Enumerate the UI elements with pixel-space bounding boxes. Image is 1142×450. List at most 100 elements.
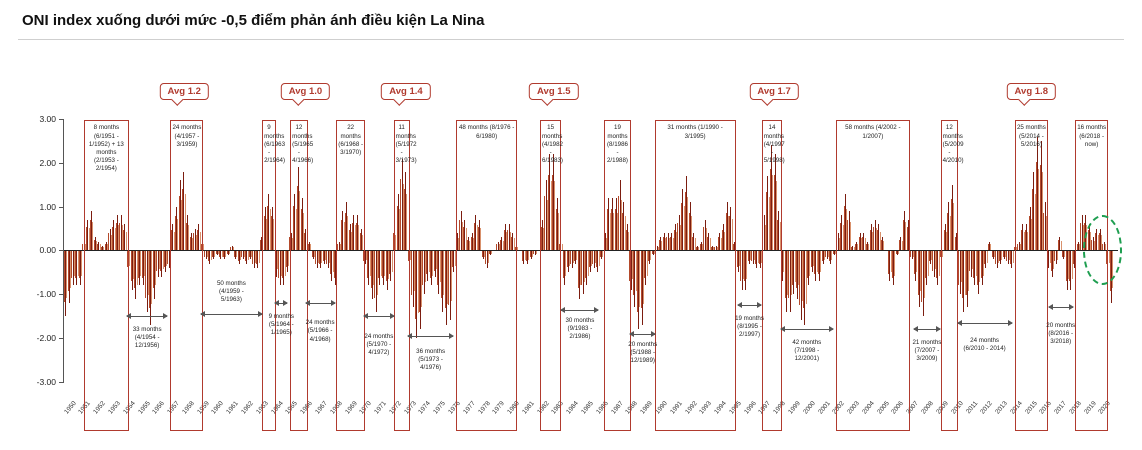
y-axis-label: 3.00 <box>39 114 56 125</box>
oni-bar <box>535 250 537 254</box>
oni-bar <box>406 193 408 251</box>
oni-bar <box>997 250 999 264</box>
oni-bar <box>597 250 599 273</box>
oni-bar <box>877 229 878 251</box>
oni-bar <box>715 246 717 251</box>
oni-bar <box>986 250 988 264</box>
oni-bar <box>301 197 303 251</box>
oni-bar <box>187 215 189 251</box>
oni-bar <box>261 237 262 251</box>
oni-bar <box>192 237 194 251</box>
oni-bar <box>606 237 607 251</box>
oni-bar <box>683 206 685 251</box>
oni-bar <box>194 228 196 251</box>
oni-bar <box>980 250 982 278</box>
oni-bar <box>258 250 260 264</box>
oni-bar <box>335 250 336 286</box>
oni-bar <box>1051 250 1053 277</box>
oni-bar <box>815 250 817 282</box>
x-axis-year-text: 2011 <box>964 400 980 416</box>
oni-bar <box>846 209 848 251</box>
oni-bar <box>254 250 256 264</box>
oni-bar <box>803 250 805 309</box>
x-axis-year-text: 1955 <box>136 400 152 416</box>
oni-bar <box>666 236 668 251</box>
oni-bar <box>630 250 632 290</box>
oni-bar <box>937 250 939 286</box>
oni-bar <box>990 244 992 251</box>
oni-bar <box>246 250 248 264</box>
oni-bar <box>546 200 548 251</box>
oni-bar <box>452 250 453 268</box>
oni-bar <box>917 250 919 295</box>
oni-bar <box>381 250 383 278</box>
oni-bar <box>677 223 679 251</box>
oni-bar <box>1027 231 1029 251</box>
oni-bar <box>71 250 73 278</box>
oni-bar <box>798 250 800 286</box>
oni-bar <box>1012 250 1014 264</box>
oni-bar <box>89 219 91 251</box>
oni-bar <box>995 250 997 265</box>
oni-bar <box>626 224 628 251</box>
oni-bar <box>1042 171 1044 251</box>
oni-bar <box>1056 250 1058 260</box>
oni-bar <box>216 250 218 255</box>
oni-bar <box>835 250 837 254</box>
oni-bar <box>591 250 593 267</box>
oni-bar <box>783 250 785 273</box>
oni-bar <box>130 250 132 282</box>
oni-bar <box>853 247 855 251</box>
oni-bar <box>1049 250 1051 264</box>
oni-bar <box>458 237 460 251</box>
oni-bar <box>872 231 874 251</box>
oni-bar <box>358 225 360 251</box>
oni-bar <box>174 216 176 251</box>
oni-bar <box>667 232 669 251</box>
oni-bar <box>508 224 510 251</box>
oni-bar <box>1055 250 1057 264</box>
oni-bar <box>66 250 68 298</box>
oni-bar <box>659 240 660 251</box>
oni-bar <box>788 250 790 299</box>
oni-bar <box>609 212 611 251</box>
oni-bar <box>655 247 657 251</box>
oni-bar <box>158 250 160 270</box>
oni-bar <box>185 223 187 251</box>
oni-bar <box>958 250 960 285</box>
oni-bar <box>1072 250 1074 265</box>
oni-bar <box>273 218 275 251</box>
oni-bar <box>776 181 777 251</box>
oni-bar <box>713 247 715 251</box>
elnino-period-label: 58 months (4/2002 - 1/2007) <box>845 124 901 140</box>
oni-bar <box>179 180 181 251</box>
oni-bar <box>817 250 819 275</box>
oni-bar <box>911 250 913 260</box>
oni-bar <box>312 250 314 260</box>
oni-bar <box>1032 189 1034 251</box>
oni-bar <box>1024 229 1026 251</box>
x-axis-year-text: 1962 <box>240 400 255 416</box>
oni-bar <box>847 219 849 251</box>
oni-bar <box>464 219 466 251</box>
oni-bar <box>751 250 753 261</box>
oni-bar <box>671 232 673 251</box>
oni-bar <box>88 228 90 251</box>
oni-bar <box>984 250 986 265</box>
oni-bar <box>545 180 547 251</box>
oni-bar <box>881 237 883 251</box>
x-axis-year-text: 2017 <box>1053 400 1068 416</box>
oni-bar <box>647 250 649 261</box>
oni-bar <box>1053 250 1055 270</box>
oni-bar <box>507 229 509 251</box>
oni-bar <box>463 226 465 251</box>
oni-bar <box>862 236 864 251</box>
oni-bar <box>305 228 307 251</box>
oni-bar <box>541 219 543 251</box>
oni-bar <box>880 240 882 251</box>
oni-bar <box>1050 250 1052 271</box>
oni-bar <box>996 250 998 268</box>
x-axis-year-text: 2000 <box>801 400 817 416</box>
oni-bar <box>332 250 334 273</box>
oni-bar <box>865 243 867 251</box>
